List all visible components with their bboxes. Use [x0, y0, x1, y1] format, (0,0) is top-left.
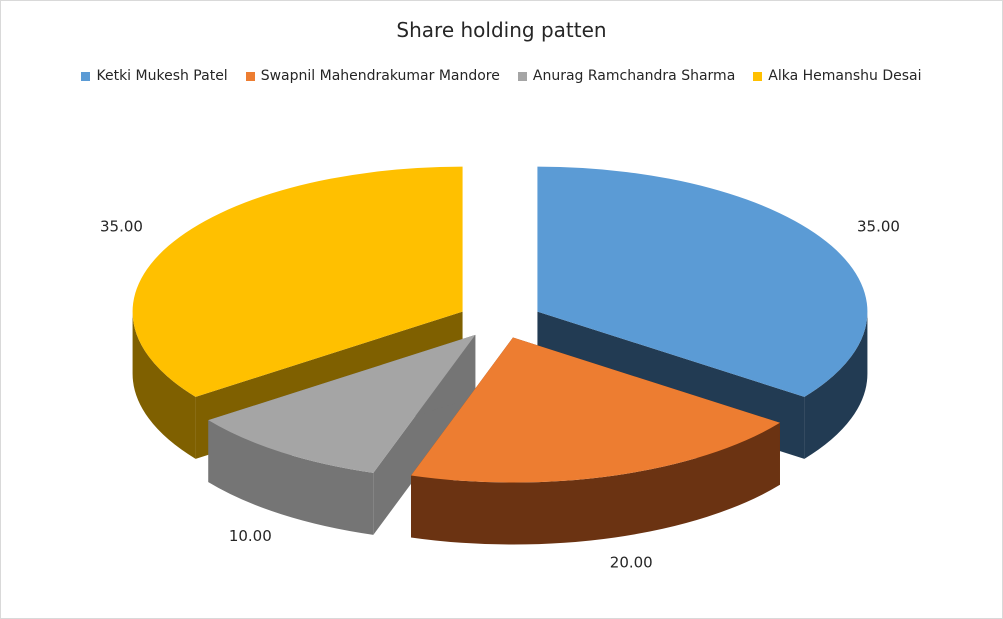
data-label: 35.00	[100, 217, 143, 235]
slice-top	[411, 337, 780, 483]
legend-swatch	[245, 71, 255, 81]
legend-label: Swapnil Mahendrakumar Mandore	[260, 68, 500, 84]
data-label: 20.00	[610, 554, 653, 572]
slice-side	[411, 422, 780, 545]
data-label: 35.00	[857, 217, 900, 235]
legend-label: Anurag Ramchandra Sharma	[532, 68, 736, 84]
slice-top	[537, 166, 868, 397]
slice-side	[804, 311, 868, 459]
legend-swatch	[81, 71, 91, 81]
data-label: 10.00	[229, 527, 272, 545]
legend-label: Alka Hemanshu Desai	[768, 68, 922, 84]
pie-slice	[208, 334, 476, 535]
slice-side	[132, 311, 196, 459]
legend-item: Alka Hemanshu Desai	[753, 68, 922, 84]
legend-item: Anurag Ramchandra Sharma	[517, 68, 736, 84]
pie-slice	[411, 337, 780, 545]
slice-top	[208, 334, 476, 473]
legend-swatch	[753, 71, 763, 81]
legend-swatch	[517, 71, 527, 81]
legend-label: Ketki Mukesh Patel	[96, 68, 228, 84]
legend-item: Swapnil Mahendrakumar Mandore	[245, 68, 500, 84]
chart-title: Share holding patten	[396, 18, 607, 42]
legend-item: Ketki Mukesh Patel	[81, 68, 228, 84]
slice-top	[132, 166, 463, 397]
slice-side	[208, 420, 374, 535]
chart-legend: Ketki Mukesh Patel Swapnil Mahendrakumar…	[0, 68, 1003, 84]
